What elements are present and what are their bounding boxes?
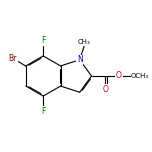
Text: CH₃: CH₃ bbox=[78, 39, 91, 45]
Text: O: O bbox=[103, 85, 109, 94]
Text: N: N bbox=[77, 55, 83, 64]
Text: O: O bbox=[116, 71, 122, 81]
Text: Br: Br bbox=[9, 54, 17, 63]
Text: F: F bbox=[41, 107, 45, 116]
Text: F: F bbox=[41, 36, 45, 45]
Text: OCH₃: OCH₃ bbox=[131, 73, 149, 79]
